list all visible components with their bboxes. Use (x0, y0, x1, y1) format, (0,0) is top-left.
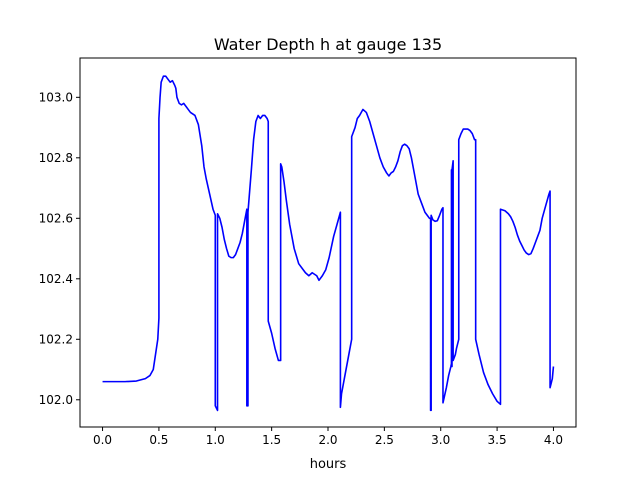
series-layer (102, 75, 555, 412)
y-tick-label: 103.0 (39, 90, 73, 104)
y-tick-label: 102.4 (39, 272, 73, 286)
x-tick-label: 3.5 (488, 433, 507, 447)
y-tick-label: 102.8 (39, 151, 73, 165)
x-axis-label: hours (310, 457, 347, 472)
axes: 0.0 0.5 1.0 1.5 2.0 2.5 3.0 3.5 4.0 102.0 102.2 102… (39, 90, 563, 447)
x-tick-label: 2.0 (318, 433, 337, 447)
y-tick-label: 102.0 (39, 393, 73, 407)
x-tick-label: 2.5 (375, 433, 394, 447)
y-tick-label: 102.6 (39, 211, 73, 225)
series-line (102, 75, 555, 412)
y-tick-label: 102.2 (39, 332, 73, 346)
x-tick-label: 0.5 (149, 433, 168, 447)
x-tick-label: 3.0 (431, 433, 450, 447)
x-tick-label: 0.0 (93, 433, 112, 447)
x-tick-label: 4.0 (544, 433, 563, 447)
x-tick-label: 1.0 (206, 433, 225, 447)
chart-title: Water Depth h at gauge 135 (214, 35, 442, 54)
plot-frame (79, 57, 577, 428)
x-tick-label: 1.5 (262, 433, 281, 447)
